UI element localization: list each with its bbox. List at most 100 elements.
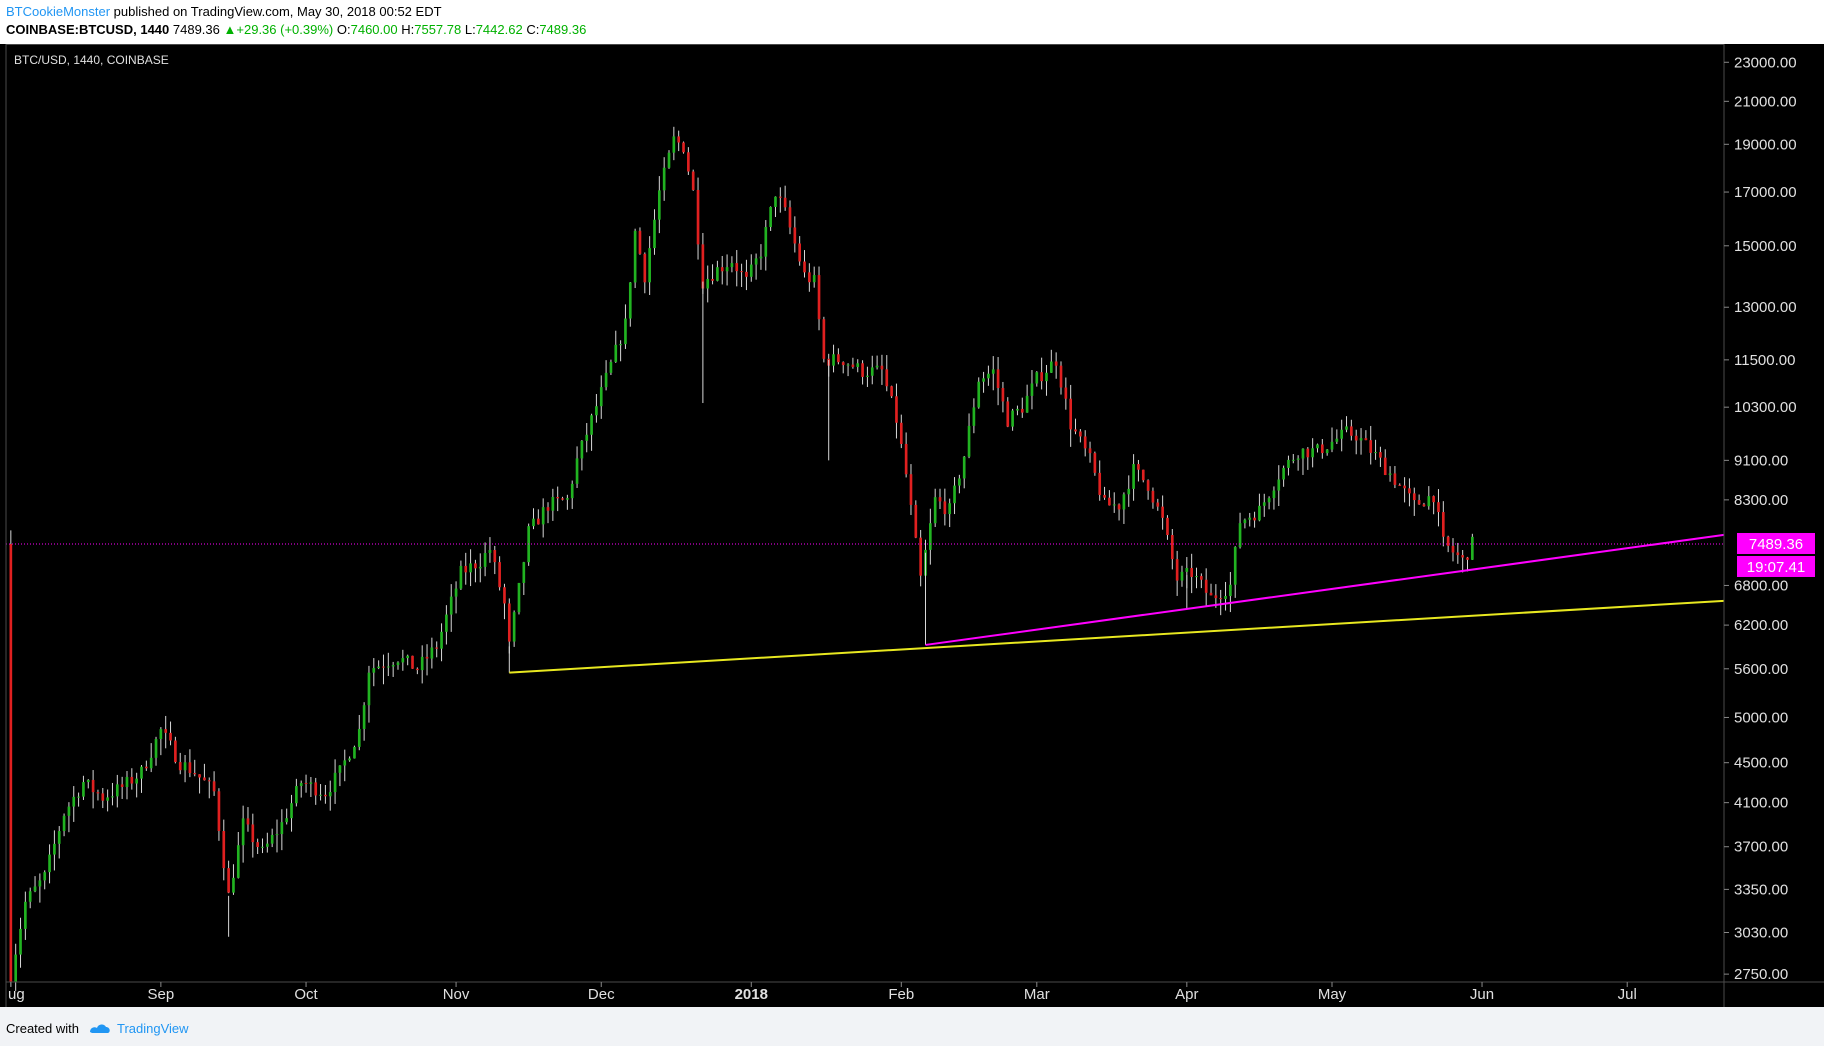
candle-body xyxy=(48,854,51,873)
candle-body xyxy=(749,264,753,277)
candle xyxy=(232,864,235,895)
candle-body xyxy=(1127,488,1131,495)
candle xyxy=(1108,490,1111,506)
candle-body xyxy=(1311,448,1314,458)
candle xyxy=(96,789,100,801)
candle-body xyxy=(469,563,472,573)
candle xyxy=(1219,589,1223,616)
candle xyxy=(875,355,879,370)
time-tick-label: Dec xyxy=(588,986,615,1003)
candle xyxy=(599,375,603,419)
candle-body xyxy=(285,818,289,823)
candle xyxy=(740,263,743,287)
candle xyxy=(672,126,676,161)
candle-body xyxy=(1016,408,1019,411)
candle xyxy=(14,943,18,991)
candle xyxy=(256,838,259,854)
candle-body xyxy=(1262,502,1266,506)
chart-area[interactable]: 2750.00 3030.00 3350.00 3700.00 4100.00 4500.… xyxy=(0,44,1824,1007)
candle-body xyxy=(1354,435,1358,441)
candle xyxy=(745,259,748,291)
candle xyxy=(406,654,410,666)
candle-body xyxy=(135,778,138,784)
publish-line: BTCookieMonster published on TradingView… xyxy=(6,4,442,19)
time-tick-label: Jun xyxy=(1470,986,1494,1003)
countdown-label: 19:07.41 xyxy=(1747,559,1805,576)
candle xyxy=(1016,405,1019,416)
candle xyxy=(440,623,443,662)
candle-body xyxy=(425,656,429,659)
candle xyxy=(861,360,864,385)
candle-body xyxy=(1214,595,1218,599)
candle-body xyxy=(1074,429,1077,432)
candle-body xyxy=(609,361,613,373)
candle xyxy=(517,582,521,615)
candle-body xyxy=(856,363,860,367)
candle-body xyxy=(837,354,840,363)
close-label: C: xyxy=(526,22,540,37)
candle xyxy=(48,844,51,884)
candle xyxy=(1209,583,1213,596)
candle-body xyxy=(764,226,768,257)
candle-body xyxy=(507,603,511,642)
candle-body xyxy=(183,762,187,771)
candle-body xyxy=(1441,512,1445,537)
candle xyxy=(643,252,647,294)
candle-body xyxy=(1112,504,1116,506)
candle xyxy=(803,250,806,278)
candle xyxy=(507,598,511,654)
candle xyxy=(469,549,472,587)
candle xyxy=(333,759,337,804)
candle-body xyxy=(967,425,971,457)
candle xyxy=(1045,364,1048,396)
candle-body xyxy=(1451,545,1455,553)
price-tick-label: 15000.00 xyxy=(1734,238,1797,255)
candle-body xyxy=(53,843,56,855)
tradingview-brand[interactable]: TradingView xyxy=(117,1021,189,1036)
candle-body xyxy=(1166,517,1169,536)
price-tick-label: 8300.00 xyxy=(1734,492,1788,509)
candle-body xyxy=(67,806,71,816)
candle xyxy=(541,498,545,538)
candle xyxy=(1011,408,1014,431)
candle-body xyxy=(1364,438,1368,441)
candle-body xyxy=(885,369,889,387)
candle-body xyxy=(769,206,772,227)
candle xyxy=(866,366,869,387)
candle-body xyxy=(401,658,405,663)
candle xyxy=(653,209,656,255)
candle xyxy=(1180,565,1184,587)
price-chart[interactable]: 2750.00 3030.00 3350.00 3700.00 4100.00 4500.… xyxy=(0,44,1824,1007)
candle-body xyxy=(207,780,211,782)
candle xyxy=(1335,429,1339,445)
candle xyxy=(575,446,579,488)
candle-body xyxy=(1369,440,1373,453)
candle xyxy=(324,784,327,804)
candle xyxy=(193,759,197,777)
price-axis[interactable]: 2750.00 3030.00 3350.00 3700.00 4100.00 4500.… xyxy=(1724,54,1797,983)
candle xyxy=(391,661,395,677)
candle-body xyxy=(362,705,366,729)
candle xyxy=(115,774,119,808)
trendline xyxy=(925,533,1725,646)
candle-body xyxy=(251,824,255,843)
candle xyxy=(120,776,124,799)
candle xyxy=(188,749,192,778)
candle-body xyxy=(585,434,589,441)
price-tick-label: 21000.00 xyxy=(1734,93,1797,110)
price-tick-label: 2750.00 xyxy=(1734,966,1788,983)
last-price: 7489.36 xyxy=(172,22,220,37)
price-tick-label: 4100.00 xyxy=(1734,795,1788,812)
price-tick-label: 6200.00 xyxy=(1734,617,1788,634)
time-axis[interactable]: ug Sep Oct Nov Dec 2018 Feb Mar Apr May Jun Jul xyxy=(8,982,1637,1003)
candle-body xyxy=(14,954,18,982)
candle-body xyxy=(1025,395,1029,413)
candle-body xyxy=(396,662,400,666)
candle-body xyxy=(222,831,226,869)
author-link[interactable]: BTCookieMonster xyxy=(6,4,111,19)
candle-body xyxy=(638,230,642,254)
candle-body xyxy=(522,562,526,583)
candle xyxy=(711,264,714,285)
candle-body xyxy=(227,868,230,893)
candle xyxy=(962,455,966,489)
